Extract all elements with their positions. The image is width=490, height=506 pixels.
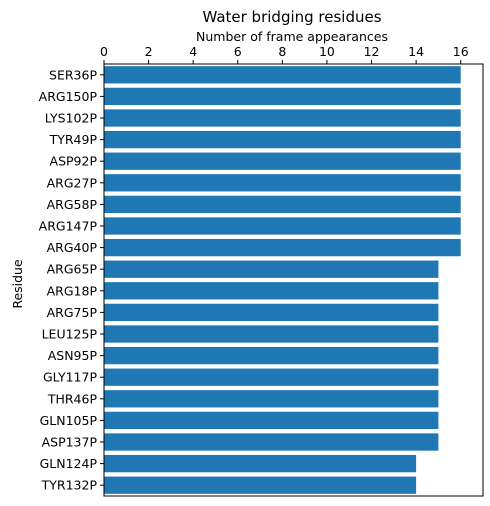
bar-gln124p: [104, 454, 417, 473]
bar-arg18p: [104, 282, 439, 300]
y-axis-ticks: SER36P ARG150P LYS102P TYR49P ASP92P ARG27P AR…: [39, 67, 104, 493]
bar-gly117p: [104, 368, 439, 386]
x-tick-label: 10: [319, 44, 335, 59]
y-tick-label: TYR132P: [41, 478, 98, 493]
bar-arg65p: [104, 260, 439, 278]
bar-arg150p: [104, 87, 461, 106]
bar-ser36p: [104, 66, 461, 84]
y-tick-label: ASP137P: [42, 435, 98, 450]
y-tick-label: GLY117P: [43, 370, 97, 385]
x-tick-label: 4: [189, 44, 197, 59]
bar-tyr49p: [104, 130, 461, 149]
x-axis-label: Number of frame appearances: [196, 29, 388, 44]
bar-tyr132p: [104, 476, 417, 494]
x-tick-label: 0: [100, 44, 108, 59]
bar-asp92p: [104, 152, 461, 170]
y-tick-label: ARG58P: [47, 197, 98, 212]
bar-arg75p: [104, 303, 439, 322]
y-tick-label: TYR49P: [49, 132, 98, 147]
bar-arg27p: [104, 174, 461, 192]
x-tick-label: 14: [408, 44, 424, 59]
bar-lys102p: [104, 109, 461, 127]
y-tick-label: ARG147P: [39, 219, 98, 234]
y-tick-label: THR46P: [47, 391, 98, 406]
bar-gln105p: [104, 411, 439, 430]
y-tick-label: SER36P: [49, 67, 97, 82]
bar-asp137p: [104, 433, 439, 451]
x-tick-label: 12: [364, 44, 380, 59]
bar-arg147p: [104, 217, 461, 235]
bar-leu125p: [104, 325, 439, 343]
x-tick-label: 16: [453, 44, 469, 59]
y-tick-label: ARG40P: [47, 240, 98, 255]
y-tick-label: ASN95P: [48, 348, 98, 363]
x-tick-label: 6: [234, 44, 242, 59]
bar-arg58p: [104, 195, 461, 214]
y-tick-label: ASP92P: [50, 154, 98, 169]
y-tick-label: ARG75P: [47, 305, 98, 320]
y-axis-label: Residue: [10, 259, 25, 309]
y-tick-label: ARG150P: [39, 89, 98, 104]
y-tick-label: ARG65P: [47, 262, 98, 277]
bar-arg40p: [104, 238, 461, 257]
x-axis-ticks: 0 2 4 6 8 10 12 14 16: [100, 44, 469, 64]
y-tick-label: ARG18P: [47, 283, 98, 298]
x-tick-label: 8: [278, 44, 286, 59]
bars-group: [104, 66, 461, 494]
bar-thr46p: [104, 390, 439, 408]
plot-frame: [103, 63, 484, 497]
y-tick-label: LEU125P: [42, 327, 98, 342]
chart-title: Water bridging residues: [202, 8, 381, 26]
bar-asn95p: [104, 346, 439, 365]
x-tick-label: 2: [145, 44, 153, 59]
y-tick-label: LYS102P: [45, 111, 98, 126]
y-tick-label: ARG27P: [47, 175, 98, 190]
y-tick-label: GLN124P: [40, 456, 98, 471]
y-tick-label: GLN105P: [40, 413, 98, 428]
